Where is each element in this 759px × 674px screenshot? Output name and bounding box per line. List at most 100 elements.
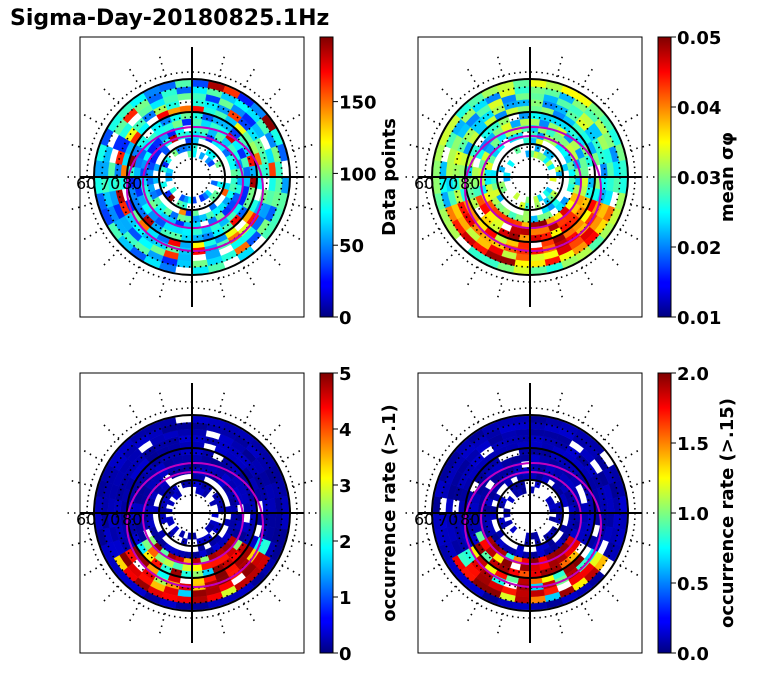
grid-spoke-dotted bbox=[441, 424, 462, 445]
heatmap-cell bbox=[600, 163, 608, 178]
grid-spoke-dotted bbox=[285, 201, 313, 211]
colorbar-tick-label: 0.03 bbox=[677, 168, 721, 189]
heatmap-cell bbox=[529, 118, 541, 126]
colorbar-tick-label: 1.0 bbox=[677, 504, 709, 525]
latitude-label: 60 bbox=[414, 510, 434, 529]
colorbar bbox=[657, 372, 672, 654]
grid-spoke-dotted bbox=[158, 606, 168, 634]
heatmap-cell bbox=[178, 530, 186, 539]
heatmap-cell bbox=[519, 118, 531, 126]
colorbar-tick-label: 0.05 bbox=[677, 28, 721, 49]
heatmap-cell bbox=[529, 428, 545, 437]
grid-spoke-dotted bbox=[239, 404, 256, 430]
heatmap-cell bbox=[181, 454, 193, 462]
heatmap-cell bbox=[506, 159, 515, 168]
grid-spoke-dotted bbox=[554, 270, 564, 298]
colorbar-label: Data points bbox=[379, 118, 400, 236]
grid-spoke-dotted bbox=[216, 56, 226, 84]
heatmap-cell bbox=[146, 168, 154, 178]
heatmap-cell bbox=[529, 460, 540, 469]
heatmap-cell bbox=[181, 564, 193, 572]
grid-spoke-dotted bbox=[421, 449, 447, 466]
heatmap-cell bbox=[529, 124, 540, 133]
heatmap-cell bbox=[177, 253, 193, 262]
heatmap-cell bbox=[515, 253, 531, 262]
heatmap-cell bbox=[529, 454, 541, 462]
grid-spoke-dotted bbox=[554, 606, 564, 634]
heatmap-cell bbox=[191, 589, 207, 598]
grid-spoke-dotted bbox=[103, 245, 124, 266]
grid-spoke-dotted bbox=[421, 560, 447, 577]
grid-spoke-dotted bbox=[158, 56, 168, 84]
heatmap-cell bbox=[529, 415, 548, 425]
heatmap-cell bbox=[509, 525, 518, 534]
heatmap-cell bbox=[484, 504, 492, 514]
grid-spoke-dotted bbox=[421, 224, 447, 241]
heatmap-cell bbox=[261, 222, 277, 240]
latitude-label: 80 bbox=[460, 510, 480, 529]
heatmap-cell bbox=[606, 512, 615, 528]
grid-spoke-dotted bbox=[466, 404, 483, 430]
heatmap-cell bbox=[519, 454, 531, 462]
polar-panel-4: 60 70 80 0.0 0.5 1.0 1.5 2.0 occurrence rate (>.… bbox=[405, 364, 738, 665]
latitude-label: 60 bbox=[414, 174, 434, 193]
grid-spoke-dotted bbox=[554, 56, 564, 84]
heatmap-cell bbox=[512, 79, 531, 89]
polar-panel-2: 60 70 80 0.01 0.02 0.03 0.04 0.05 mean σφ bbox=[405, 28, 738, 329]
grid-spoke-dotted bbox=[275, 449, 301, 466]
heatmap-cell bbox=[581, 502, 589, 514]
grid-spoke-dotted bbox=[71, 201, 99, 211]
grid-spoke-dotted bbox=[83, 560, 109, 577]
heatmap-cell bbox=[191, 460, 202, 469]
heatmap-cell bbox=[181, 118, 193, 126]
heatmap-cell bbox=[191, 124, 202, 133]
colorbar-label: occurrence rate (>.1) bbox=[379, 404, 400, 621]
heatmap-cell bbox=[191, 415, 210, 425]
grid-spoke-dotted bbox=[496, 606, 506, 634]
heatmap-cell bbox=[280, 512, 290, 531]
colorbar-tick-label: 50 bbox=[339, 236, 364, 257]
heatmap-cell bbox=[484, 512, 492, 522]
grid-spoke-dotted bbox=[128, 68, 145, 94]
colorbar-tick-label: 1 bbox=[339, 588, 352, 609]
heatmap-cell bbox=[519, 228, 531, 236]
heatmap-cell bbox=[529, 589, 545, 598]
heatmap-cell bbox=[177, 92, 193, 101]
grid-spoke-dotted bbox=[496, 392, 506, 420]
heatmap-cell bbox=[191, 454, 203, 462]
latitude-label: 70 bbox=[438, 510, 458, 529]
heatmap-cell bbox=[177, 428, 193, 437]
grid-spoke-dotted bbox=[466, 68, 483, 94]
heatmap-cell bbox=[608, 543, 622, 562]
heatmap-cell bbox=[268, 498, 277, 514]
grid-spoke-dotted bbox=[613, 449, 639, 466]
grid-spoke-dotted bbox=[83, 224, 109, 241]
grid-spoke-dotted bbox=[239, 596, 256, 622]
grid-spoke-dotted bbox=[216, 606, 226, 634]
grid-spoke-dotted bbox=[285, 537, 313, 547]
grid-spoke-dotted bbox=[260, 424, 281, 445]
colorbar-tick-label: 0 bbox=[339, 644, 352, 665]
colorbar-tick-label: 4 bbox=[339, 420, 352, 441]
grid-spoke-dotted bbox=[71, 537, 99, 547]
grid-spoke-dotted bbox=[441, 88, 462, 109]
heatmap-cell bbox=[146, 176, 154, 186]
heatmap-cell bbox=[529, 564, 541, 572]
heatmap-cell bbox=[519, 564, 531, 572]
grid-spoke-dotted bbox=[623, 143, 651, 153]
grid-spoke-dotted bbox=[577, 596, 594, 622]
heatmap-cell bbox=[529, 79, 548, 89]
heatmap-cell bbox=[146, 512, 154, 522]
heatmap-cell bbox=[268, 176, 277, 192]
grid-spoke-dotted bbox=[409, 201, 437, 211]
grid-spoke-dotted bbox=[409, 479, 437, 489]
grid-spoke-dotted bbox=[103, 424, 124, 445]
heatmap-cell bbox=[268, 162, 277, 178]
colorbar-tick-label: 0 bbox=[339, 308, 352, 329]
colorbar-label: mean σφ bbox=[717, 132, 738, 222]
heatmap-cell bbox=[606, 498, 615, 514]
heatmap-cell bbox=[529, 228, 541, 236]
latitude-label: 70 bbox=[100, 174, 120, 193]
heatmap-cell bbox=[191, 428, 207, 437]
grid-spoke-dotted bbox=[128, 404, 145, 430]
